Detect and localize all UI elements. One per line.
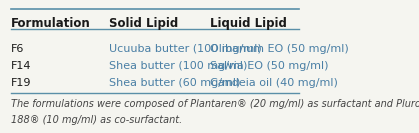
Text: Formulation: Formulation [10, 17, 91, 30]
Text: The formulations were composed of Plantaren® (20 mg/ml) as surfactant and Pluron: The formulations were composed of Planta… [10, 99, 419, 109]
Text: F6: F6 [10, 44, 24, 54]
Text: Olibanum EO (50 mg/ml): Olibanum EO (50 mg/ml) [210, 44, 349, 54]
Text: Liquid Lipid: Liquid Lipid [210, 17, 287, 30]
Text: Salvia EO (50 mg/ml): Salvia EO (50 mg/ml) [210, 61, 328, 71]
Text: 188® (10 mg/ml) as co-surfactant.: 188® (10 mg/ml) as co-surfactant. [10, 115, 182, 125]
Text: Ucuuba butter (100 mg/ml): Ucuuba butter (100 mg/ml) [109, 44, 261, 54]
Text: Candeia oil (40 mg/ml): Candeia oil (40 mg/ml) [210, 78, 338, 88]
Text: F19: F19 [10, 78, 31, 88]
Text: Shea butter (60 mg/ml): Shea butter (60 mg/ml) [109, 78, 240, 88]
Text: Solid Lipid: Solid Lipid [109, 17, 178, 30]
Text: F14: F14 [10, 61, 31, 71]
Text: Shea butter (100 mg/ml): Shea butter (100 mg/ml) [109, 61, 247, 71]
